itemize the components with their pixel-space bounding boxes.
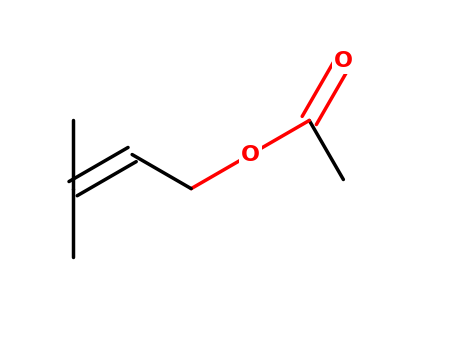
Text: O: O bbox=[241, 145, 260, 164]
Text: O: O bbox=[334, 51, 353, 71]
